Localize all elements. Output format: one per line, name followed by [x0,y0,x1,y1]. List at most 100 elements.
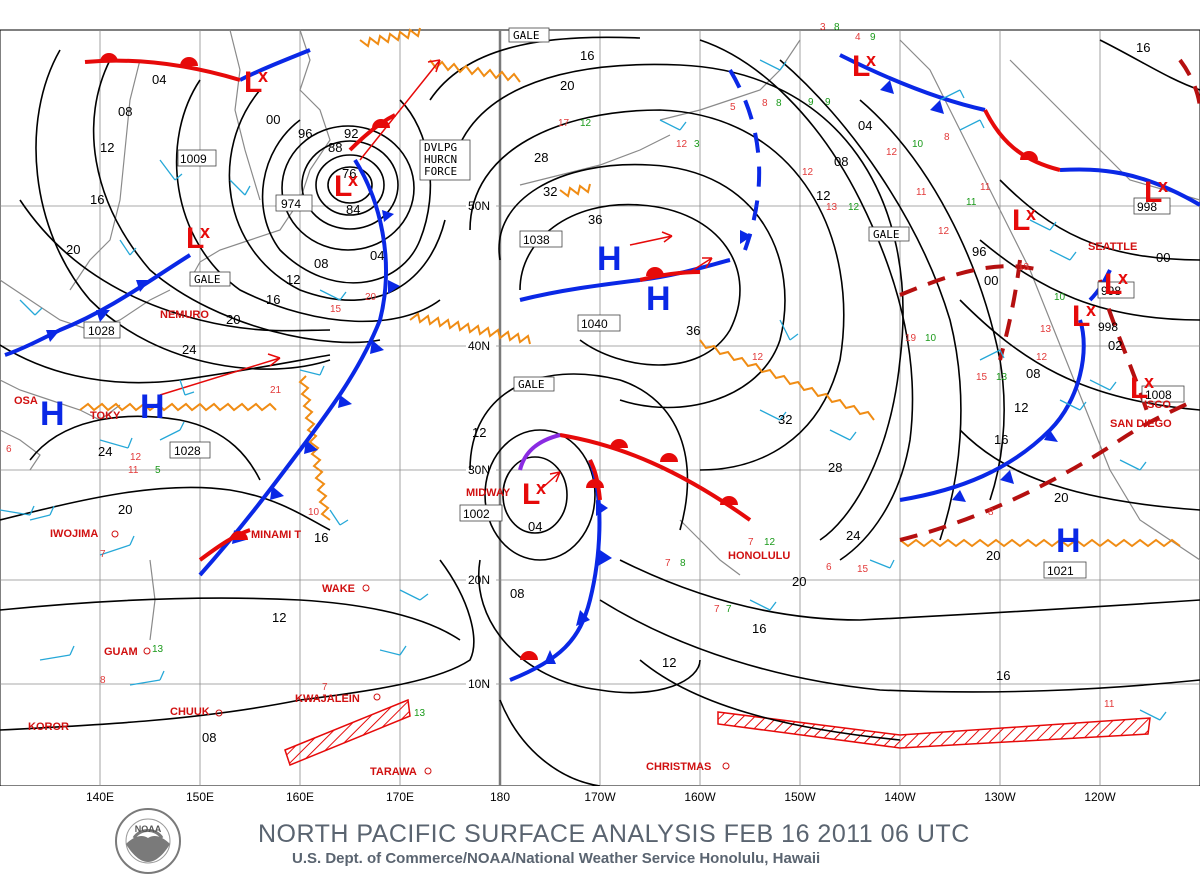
svg-text:12: 12 [1036,352,1048,363]
svg-text:20: 20 [792,574,806,589]
svg-text:12: 12 [816,188,830,203]
station-midway: MIDWAY [466,487,511,499]
station-tarawa: TARAWA [370,766,417,778]
hurricane-force-line-3: FORCE [424,165,457,178]
lat-label-10n: 10N [468,677,490,691]
lat-label-40n: 40N [468,339,490,353]
high-value-1028-west: 1028 [88,324,115,338]
svg-text:12: 12 [1014,400,1028,415]
svg-text:12: 12 [100,140,114,155]
surface-analysis-map: 50N 40N 30N 20N 10N [0,22,1200,786]
station-wake: WAKE [322,583,355,595]
svg-text:96: 96 [972,244,986,259]
low-value-998-south: 998 [1098,320,1118,334]
gale-box-1: GALE [513,29,540,42]
svg-text:11: 11 [980,182,991,193]
svg-text:15: 15 [330,304,342,315]
svg-text:08: 08 [510,586,524,601]
svg-text:NOAA: NOAA [135,824,162,834]
svg-text:36: 36 [686,323,700,338]
low-center-998-south: L [1072,300,1090,333]
lon-label-180: 180 [489,790,511,804]
svg-text:24: 24 [182,342,196,357]
high-center-tokyo: H [140,388,165,426]
svg-text:15: 15 [857,564,869,575]
svg-text:32: 32 [778,412,792,427]
svg-text:08: 08 [1026,366,1040,381]
svg-text:08: 08 [834,154,848,169]
map-footer: 140E 150E 160E 170E 180 170W 160W 150W 1… [0,786,1200,880]
svg-text:88: 88 [328,140,342,155]
svg-text:08: 08 [118,104,132,119]
low-value-1002: 1002 [463,507,490,521]
svg-text:16: 16 [752,621,766,636]
svg-text:10: 10 [912,139,924,150]
svg-text:16: 16 [996,668,1010,683]
station-seattle: SEATTLE [1088,241,1137,253]
svg-text:7: 7 [748,537,754,548]
svg-text:16: 16 [314,530,328,545]
station-chuuk: CHUUK [170,706,210,718]
svg-text:16: 16 [580,48,594,63]
svg-text:11: 11 [128,465,139,476]
motion-arrows [159,59,713,491]
svg-text:12: 12 [580,118,592,129]
svg-text:7: 7 [100,549,106,560]
svg-text:11: 11 [966,197,977,208]
svg-text:36: 36 [588,212,602,227]
high-value-1028: 1028 [174,444,201,458]
low-center-kamchatka: L [244,66,262,99]
svg-text:20: 20 [66,242,80,257]
ship-observations: 12 11 5 8 13 13 7 21 15 20 6 7 17 12 12 … [6,22,1115,719]
svg-text:11: 11 [916,187,927,198]
longitude-labels: 140E 150E 160E 170E 180 170W 160W 150W 1… [0,790,1200,810]
svg-text:x: x [200,222,210,242]
svg-text:00: 00 [984,273,998,288]
low-center-1008: L [1130,372,1148,405]
lon-label-150w: 150W [784,790,816,804]
high-value-1021: 1021 [1047,564,1074,578]
svg-text:16: 16 [994,432,1008,447]
svg-text:x: x [1144,372,1154,392]
svg-text:3: 3 [694,139,700,150]
svg-text:20: 20 [1054,490,1068,505]
svg-text:21: 21 [270,385,282,396]
svg-text:19: 19 [905,333,917,344]
svg-text:20: 20 [118,502,132,517]
warning-boxes: GALE GALE GALE GALE DVLPG HURCN FORCE [189,27,910,392]
svg-text:8: 8 [988,507,994,518]
svg-text:12: 12 [938,226,950,237]
high-center-1038: H [597,240,622,278]
svg-text:12: 12 [676,139,688,150]
low-value-998-north: 998 [1137,200,1157,214]
svg-text:13: 13 [414,708,426,719]
svg-text:13: 13 [826,202,838,213]
isobar-labels: 04 08 12 16 20 00 96 92 88 76 84 04 08 1… [66,40,1170,745]
svg-text:24: 24 [846,528,860,543]
svg-text:08: 08 [202,730,216,745]
low-center-998-north: L [1144,176,1162,209]
svg-text:x: x [1026,204,1036,224]
svg-text:12: 12 [848,202,860,213]
gale-box-2: GALE [194,273,221,286]
svg-text:8: 8 [680,558,686,569]
svg-text:x: x [866,50,876,70]
station-labels: NEMURO TOKY OSA IWOJIMA MINAMI T WAKE GU… [14,241,1172,778]
svg-text:28: 28 [534,150,548,165]
low-center-1002: L [522,478,540,511]
svg-text:12: 12 [802,167,814,178]
lon-label-140w: 140W [884,790,916,804]
svg-text:10: 10 [925,333,937,344]
low-value-1008: 1008 [1145,388,1172,402]
svg-text:13: 13 [996,372,1008,383]
lon-label-120w: 120W [1084,790,1116,804]
svg-text:13: 13 [1040,324,1052,335]
svg-text:08: 08 [314,256,328,271]
svg-text:12: 12 [764,537,776,548]
svg-text:04: 04 [528,519,542,534]
svg-text:11: 11 [1104,699,1115,710]
svg-text:8: 8 [100,675,106,686]
svg-text:12: 12 [886,147,898,158]
station-tokyo: TOKY [90,410,121,422]
lon-label-140e: 140E [85,790,115,804]
